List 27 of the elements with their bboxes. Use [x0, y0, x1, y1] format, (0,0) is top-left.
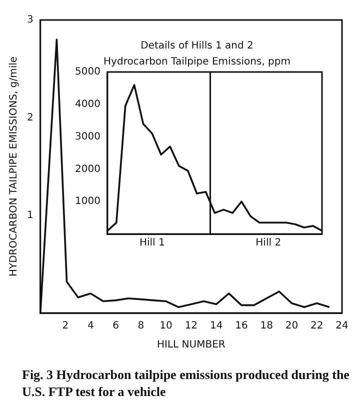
x-tick-label: Hill 2: [256, 238, 282, 249]
y-tick-label: 3000: [74, 131, 100, 142]
x-tick-label: 24: [336, 320, 348, 332]
x-tick-label: 20: [285, 320, 298, 332]
chart-subtitle: Hydrocarbon Tailpipe Emissions, ppm: [104, 56, 290, 68]
x-tick-label: 12: [184, 320, 198, 332]
x-tick-label: 22: [310, 320, 324, 332]
y-tick-label: 1: [26, 210, 34, 221]
y-tick-label: 3: [26, 14, 34, 26]
caption: Fig. 3 Hydrocarbon tailpipe emissions produced during the U.S. FTP test for a vehicle: [22, 366, 350, 400]
chart-title: Details of Hills 1 and 2: [140, 40, 254, 52]
y-tick-label: 1000: [74, 196, 100, 208]
y-tick-label: 2000: [74, 164, 100, 175]
x-tick-label: 4: [87, 320, 94, 332]
x-tick-label: 2: [62, 320, 69, 332]
x-tick-label: 6: [112, 320, 119, 332]
x-tick-label: 16: [235, 320, 248, 332]
y-tick-label: 4000: [74, 98, 100, 110]
y-axis-title: HYDROCARBON TAILPIPE EMISSIONS, g/mile: [8, 56, 20, 277]
x-axis-title: HILL NUMBER: [157, 340, 226, 351]
x-tick-label: 8: [138, 320, 144, 332]
y-tick-label: 2: [26, 112, 34, 124]
x-tick-label: 10: [160, 320, 172, 332]
x-tick-label: 18: [260, 320, 273, 332]
x-tick-label: 14: [210, 320, 223, 332]
y-tick-label: 5000: [74, 66, 100, 78]
x-tick-label: Hill 1: [139, 238, 165, 249]
